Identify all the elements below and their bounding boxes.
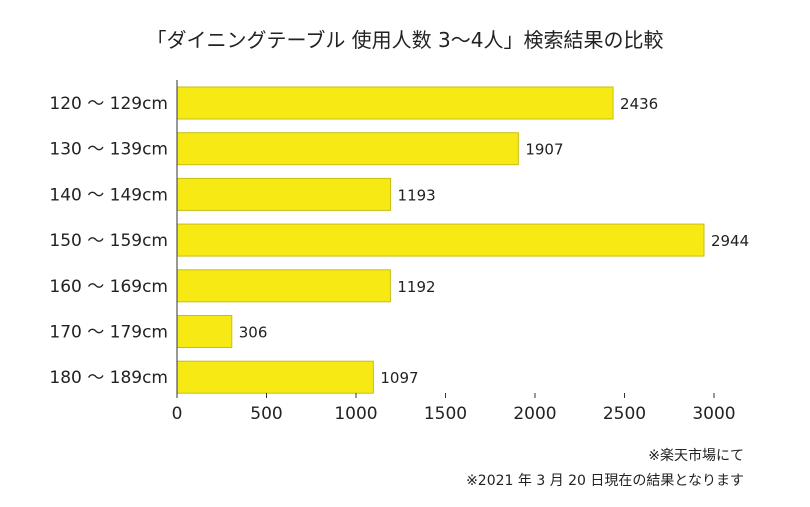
x-tick-label: 3000 (692, 404, 735, 424)
data-label: 2944 (711, 232, 749, 250)
category-label: 130 ～ 139cm (49, 140, 168, 160)
source-note: ※楽天市場にて (648, 448, 744, 464)
bar (176, 269, 391, 303)
data-label: 1193 (398, 186, 436, 204)
x-tick-label: 2000 (513, 404, 556, 424)
x-tick-label: 0 (172, 404, 183, 424)
x-tick-label: 2500 (603, 404, 646, 424)
bar (176, 223, 705, 257)
data-label: 306 (239, 324, 268, 342)
x-tick-label: 500 (250, 404, 282, 424)
data-label: 1907 (525, 141, 563, 159)
category-label: 120 ～ 129cm (49, 94, 168, 114)
data-label: 2436 (620, 95, 658, 113)
bar (176, 177, 392, 211)
category-label: 140 ～ 149cm (49, 185, 168, 205)
category-label: 170 ～ 179cm (49, 323, 168, 343)
bar (176, 315, 233, 348)
bar (176, 132, 519, 166)
bar (176, 360, 374, 394)
category-label: 180 ～ 189cm (49, 368, 168, 388)
bar (176, 86, 614, 120)
category-label: 160 ～ 169cm (49, 277, 168, 297)
x-tick-label: 1000 (334, 404, 377, 424)
date-note: ※2021 年 3 月 20 日現在の結果となります (466, 473, 744, 489)
chart-title: 「ダイニングテーブル 使用人数 3～4人」検索結果の比較 (146, 28, 664, 52)
category-label: 150 ～ 159cm (49, 231, 168, 251)
data-label: 1097 (380, 369, 418, 387)
data-label: 1192 (397, 278, 435, 296)
x-tick-label: 1500 (424, 404, 467, 424)
